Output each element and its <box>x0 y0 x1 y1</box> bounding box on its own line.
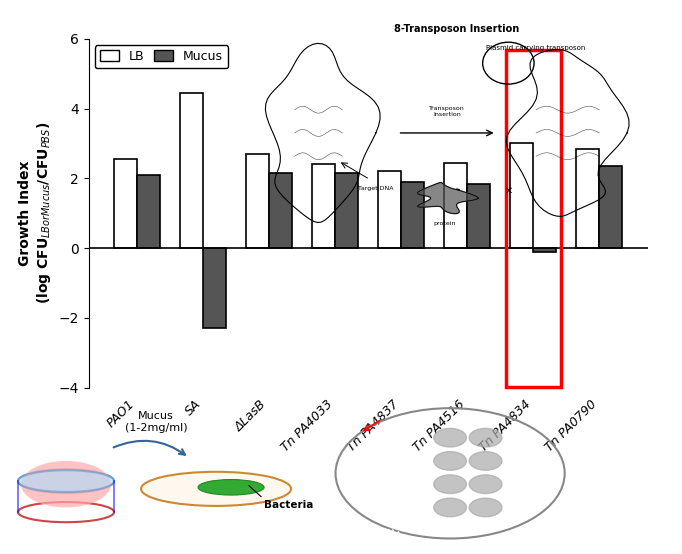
Circle shape <box>469 428 502 447</box>
Bar <box>505 50 561 387</box>
Bar <box>401 182 424 248</box>
Bar <box>203 248 226 329</box>
Ellipse shape <box>18 470 114 492</box>
Legend: LB, Mucus: LB, Mucus <box>95 45 228 68</box>
Bar <box>269 173 293 248</box>
Ellipse shape <box>198 480 264 495</box>
Text: Plasmid carrying transposon: Plasmid carrying transposon <box>486 44 586 50</box>
Bar <box>533 248 557 253</box>
Ellipse shape <box>141 472 291 506</box>
Circle shape <box>434 475 466 494</box>
Bar <box>312 165 336 248</box>
Bar <box>180 93 203 248</box>
Circle shape <box>434 452 466 470</box>
Text: ✕: ✕ <box>504 186 512 196</box>
Bar <box>336 173 358 248</box>
Bar <box>137 175 160 248</box>
Circle shape <box>434 498 466 517</box>
Text: 483: 483 <box>374 540 390 550</box>
Text: SA  PA: SA PA <box>368 530 396 538</box>
Circle shape <box>469 475 502 494</box>
Text: Bacteria: Bacteria <box>264 500 314 510</box>
Bar <box>599 166 623 248</box>
Ellipse shape <box>21 461 111 507</box>
Text: protein: protein <box>434 221 456 226</box>
Text: Transposon
Insertion: Transposon Insertion <box>429 106 465 117</box>
Y-axis label: Growth Index
(log CFU$_{LB or Mucus}$/CFU$_{PBS}$): Growth Index (log CFU$_{LB or Mucus}$/CF… <box>18 122 53 305</box>
Circle shape <box>434 428 466 447</box>
Circle shape <box>469 498 502 517</box>
Bar <box>114 159 137 248</box>
Text: PAO-1: PAO-1 <box>341 411 366 420</box>
Polygon shape <box>417 182 478 214</box>
Circle shape <box>469 452 502 470</box>
Bar <box>510 143 533 248</box>
Bar <box>467 183 490 248</box>
Text: Target DNA: Target DNA <box>358 187 394 192</box>
Text: 8-Transposon Insertion: 8-Transposon Insertion <box>394 24 520 34</box>
Bar <box>246 154 269 248</box>
Bar <box>444 163 467 248</box>
Bar <box>576 148 599 248</box>
Bar <box>379 171 401 248</box>
Text: Mucus
(1-2mg/ml): Mucus (1-2mg/ml) <box>125 411 188 433</box>
